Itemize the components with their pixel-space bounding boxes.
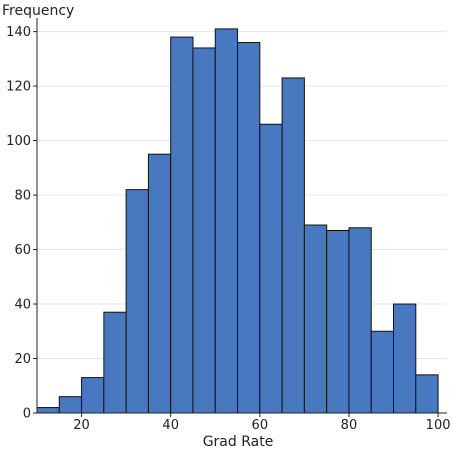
histogram-bar-0 <box>36 407 60 414</box>
y-tick-label-0: 0 <box>23 407 31 422</box>
y-tick-label-140: 140 <box>6 25 31 40</box>
histogram-bar-6 <box>170 36 194 414</box>
histogram-bar-8 <box>214 28 239 414</box>
axes <box>33 18 447 417</box>
y-tick-label-100: 100 <box>6 134 31 149</box>
histogram-bar-12 <box>303 224 328 414</box>
y-tick-label-40: 40 <box>14 298 31 313</box>
histogram-bar-7 <box>192 47 216 414</box>
y-tick-label-20: 20 <box>14 352 31 367</box>
histogram-bar-4 <box>125 189 149 414</box>
x-tick-label-20: 20 <box>73 418 90 433</box>
y-tick-label-120: 120 <box>6 80 31 95</box>
histogram-bars <box>36 28 439 414</box>
y-axis-title: Frequency <box>2 3 74 19</box>
histogram-bar-15 <box>370 330 395 414</box>
histogram-bar-2 <box>81 377 105 414</box>
tick-labels: 0 20 40 60 80 100 120 140 20 40 60 80 100 <box>6 25 450 433</box>
histogram-bar-3 <box>103 311 127 414</box>
x-tick-label-60: 60 <box>252 418 269 433</box>
histogram-bar-11 <box>281 77 305 414</box>
y-tick-label-80: 80 <box>14 189 31 204</box>
histogram-bar-13 <box>326 229 350 414</box>
histogram-bar-1 <box>58 396 83 414</box>
histogram-bar-9 <box>237 42 261 414</box>
histogram-bar-5 <box>147 153 172 414</box>
y-tick-label-60: 60 <box>14 243 31 258</box>
x-axis-title: Grad Rate <box>203 434 274 450</box>
histogram-bar-17 <box>415 374 439 414</box>
x-tick-label-100: 100 <box>426 418 451 433</box>
x-tick-label-40: 40 <box>162 418 179 433</box>
histogram-bar-14 <box>348 227 372 414</box>
histogram-bar-16 <box>393 303 417 414</box>
x-tick-label-80: 80 <box>341 418 358 433</box>
histogram-bar-10 <box>259 123 283 414</box>
